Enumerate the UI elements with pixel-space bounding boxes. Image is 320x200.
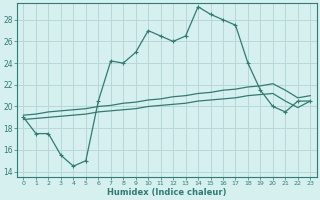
X-axis label: Humidex (Indice chaleur): Humidex (Indice chaleur) xyxy=(107,188,227,197)
